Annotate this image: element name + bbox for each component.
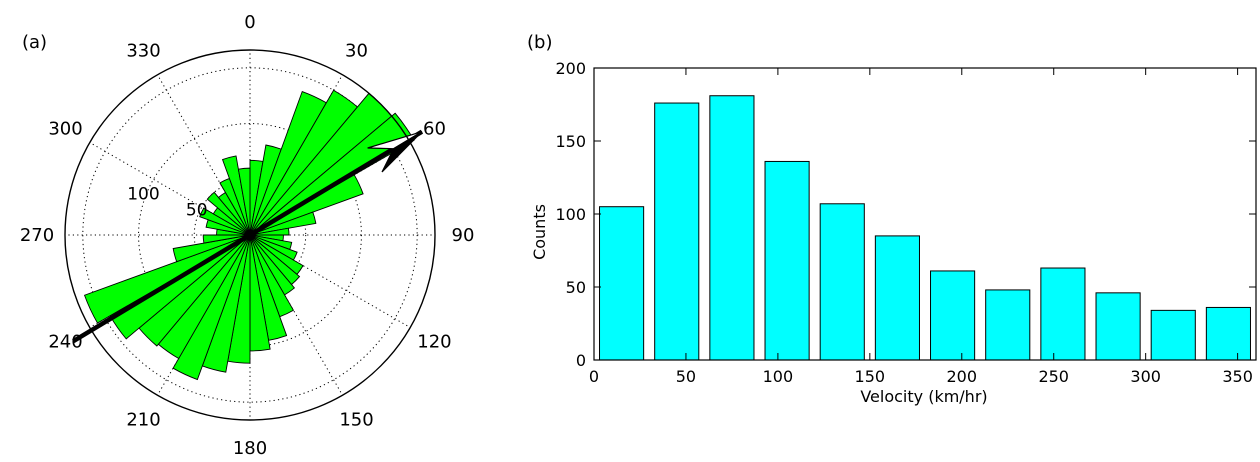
rose-wedge — [206, 191, 251, 236]
histogram-bar — [930, 270, 976, 361]
x-tick-label: 100 — [763, 367, 794, 386]
x-tick-label: 300 — [1130, 367, 1161, 386]
rose-wedge — [237, 167, 251, 236]
histogram-bar — [654, 102, 700, 361]
x-tick-label: 0 — [589, 367, 599, 386]
radial-tick-label: 50 — [186, 201, 208, 221]
radial-grid-circle — [193, 178, 307, 292]
angle-tick-label: 30 — [345, 41, 368, 62]
y-tick-label: 100 — [555, 205, 586, 224]
histogram-bar — [874, 235, 920, 361]
x-tick-label: 250 — [1038, 367, 1069, 386]
angle-tick-label: 90 — [452, 225, 475, 246]
y-tick-label: 0 — [576, 351, 586, 370]
histogram-bar — [1205, 306, 1251, 361]
histogram-bar — [599, 206, 645, 361]
x-tick-label: 200 — [947, 367, 978, 386]
y-tick-label: 50 — [566, 278, 586, 297]
mean-direction-line — [72, 129, 424, 344]
angle-tick-label: 300 — [48, 119, 82, 140]
x-tick-label: 50 — [676, 367, 696, 386]
rose-wedge — [172, 234, 251, 381]
angle-tick-label: 210 — [126, 409, 160, 430]
y-tick-label: 150 — [555, 132, 586, 151]
rose-wedge — [199, 207, 251, 236]
radial-grid-circle — [138, 123, 362, 347]
x-tick-label: 150 — [855, 367, 886, 386]
panel-a-label: (a) — [22, 32, 47, 53]
angle-tick-label: 240 — [48, 332, 82, 353]
arrow-head-dark — [381, 131, 423, 173]
panel-b-label: (b) — [527, 32, 552, 53]
angle-tick-label: 330 — [126, 41, 160, 62]
histogram-bar — [1040, 267, 1086, 361]
angle-tick-label: 270 — [20, 225, 54, 246]
histogram-labels: 0 50 100 150 200 250 300 350 0 50 100 150 200 — [555, 59, 1252, 386]
angle-tick-label: 60 — [423, 119, 446, 140]
histogram-bar — [764, 160, 810, 361]
angle-tick-label: 120 — [417, 332, 451, 353]
rose-wedge — [221, 155, 251, 236]
y-tick-label: 200 — [555, 59, 586, 78]
histogram-bar — [819, 203, 865, 361]
rose-wedge — [249, 227, 290, 236]
histogram-axes — [593, 67, 1257, 361]
y-axis-label: Counts — [530, 204, 549, 260]
rose-wedge — [172, 234, 251, 263]
rose-plot: 0 30 60 90 120 150 180 210 240 270 300 330 50 100 — [20, 12, 475, 459]
rose-wedge — [202, 234, 251, 244]
angle-tick-label: 0 — [244, 12, 255, 33]
x-tick-label: 350 — [1222, 367, 1253, 386]
histogram-bar — [709, 95, 755, 361]
outer-circle — [64, 49, 436, 421]
mean-direction-arrow — [72, 129, 424, 344]
rose-wedge — [249, 211, 317, 236]
x-axis-label: Velocity (km/hr) — [860, 387, 987, 406]
histogram-bar — [1150, 309, 1196, 361]
rose-wedge — [83, 234, 251, 324]
rose-labels: 0 30 60 90 120 150 180 210 240 270 300 330 50 100 — [20, 12, 475, 459]
radial-grid-circle — [82, 67, 418, 403]
angle-tick-label: 150 — [339, 409, 373, 430]
histogram-plot: 0 50 100 150 200 250 300 350 0 50 100 150 200 Veloci… — [530, 59, 1257, 406]
histogram-bar — [985, 289, 1031, 361]
histogram-bar — [1095, 292, 1141, 361]
histogram-bars — [599, 95, 1251, 361]
angle-tick-label: 180 — [233, 438, 267, 459]
radial-tick-label: 100 — [127, 184, 159, 204]
